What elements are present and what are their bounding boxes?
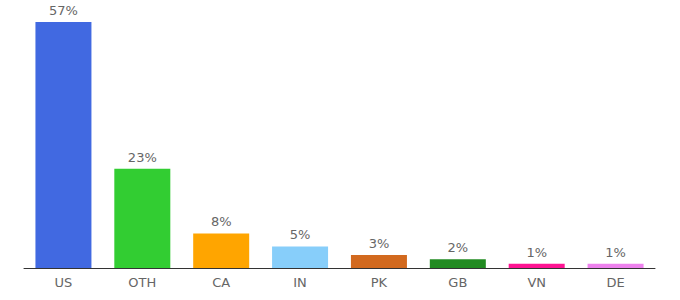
svg-text:VN: VN: [527, 275, 546, 290]
svg-text:OTH: OTH: [128, 275, 156, 290]
svg-text:23%: 23%: [128, 150, 157, 165]
svg-text:2%: 2%: [448, 240, 469, 255]
svg-text:5%: 5%: [290, 227, 311, 242]
svg-text:8%: 8%: [211, 214, 232, 229]
svg-text:1%: 1%: [526, 245, 547, 260]
svg-text:1%: 1%: [605, 245, 626, 260]
svg-text:DE: DE: [606, 275, 624, 290]
svg-text:3%: 3%: [369, 236, 390, 251]
svg-text:57%: 57%: [49, 3, 78, 18]
svg-text:GB: GB: [448, 275, 467, 290]
svg-text:IN: IN: [293, 275, 307, 290]
svg-text:CA: CA: [212, 275, 230, 290]
svg-text:US: US: [55, 275, 73, 290]
svg-text:PK: PK: [371, 275, 388, 290]
